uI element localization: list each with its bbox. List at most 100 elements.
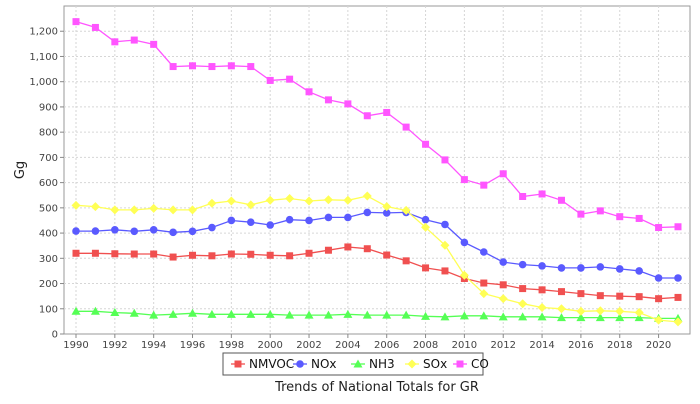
plot-area: [64, 6, 690, 334]
data-point-nox: [480, 248, 488, 256]
data-point-nox: [130, 228, 138, 236]
y-tick-label: 1,000: [29, 77, 58, 88]
data-point-nox-legend: [296, 360, 304, 368]
legend-label: SOx: [423, 357, 447, 371]
data-point-nox: [674, 274, 682, 282]
data-point-co: [403, 124, 410, 131]
x-tick-label: 1998: [219, 340, 244, 351]
data-point-nmvoc: [286, 252, 293, 259]
x-tick-label: 2004: [335, 340, 360, 351]
data-point-co: [247, 63, 254, 70]
data-point-nmvoc: [325, 247, 332, 254]
legend: NMVOC NOx NH3 SOx CO: [223, 353, 489, 375]
x-tick-label: 1992: [102, 340, 127, 351]
data-point-nmvoc: [111, 250, 118, 257]
data-point-nox: [558, 264, 566, 272]
data-point-nmvoc: [480, 280, 487, 287]
data-point-nox: [72, 227, 80, 235]
data-point-nox: [441, 221, 449, 229]
data-point-nox: [597, 263, 605, 271]
data-point-co: [461, 176, 468, 183]
x-tick-label: 1994: [141, 340, 166, 351]
x-tick-label: 2012: [490, 340, 515, 351]
data-point-nox: [189, 228, 197, 236]
data-point-nox: [92, 227, 100, 235]
data-point-co: [616, 213, 623, 220]
y-tick-label: 300: [39, 254, 58, 265]
data-point-co: [675, 223, 682, 230]
line-chart: 01002003004005006007008009001,0001,1001,…: [0, 0, 700, 400]
data-point-nmvoc: [170, 254, 177, 261]
data-point-nox: [208, 224, 216, 232]
y-tick-label: 600: [39, 178, 58, 189]
data-point-nox: [519, 261, 527, 269]
y-axis-title: Gg: [13, 161, 28, 179]
x-tick-label: 2018: [607, 340, 632, 351]
data-point-nox: [635, 267, 643, 275]
data-point-co: [170, 63, 177, 70]
data-point-co: [267, 77, 274, 84]
legend-label: NH3: [369, 357, 395, 371]
data-point-nmvoc: [441, 267, 448, 274]
y-tick-label: 500: [39, 203, 58, 214]
data-point-co: [92, 24, 99, 31]
data-point-co: [306, 88, 313, 95]
data-point-nox: [344, 214, 352, 222]
data-point-co: [500, 170, 507, 177]
data-point-nox: [538, 262, 546, 270]
legend-label: NOx: [311, 357, 337, 371]
data-point-co: [131, 37, 138, 44]
x-axis-title: Trends of National Totals for GR: [274, 380, 479, 395]
data-point-co: [519, 193, 526, 200]
data-point-co: [111, 38, 118, 45]
y-tick-label: 900: [39, 102, 58, 113]
data-point-co: [150, 41, 157, 48]
x-tick-label: 1990: [63, 340, 88, 351]
data-point-nox: [228, 217, 236, 225]
data-point-co: [208, 63, 215, 70]
data-point-nox: [150, 226, 158, 234]
x-tick-label: 2002: [296, 340, 321, 351]
x-tick-label: 2006: [374, 340, 399, 351]
data-point-nmvoc: [131, 251, 138, 258]
data-point-co: [325, 96, 332, 103]
data-point-nmvoc: [403, 257, 410, 264]
x-tick-label: 2014: [529, 340, 554, 351]
data-point-nox: [499, 258, 507, 266]
x-tick-label: 2000: [257, 340, 282, 351]
data-point-nmvoc: [306, 250, 313, 257]
data-point-nmvoc: [500, 281, 507, 288]
data-point-nox: [577, 264, 585, 272]
x-tick-label: 1996: [180, 340, 205, 351]
y-tick-label: 0: [52, 330, 58, 341]
x-tick-label: 2020: [646, 340, 671, 351]
data-point-nmvoc: [539, 286, 546, 293]
data-point-nox: [247, 218, 255, 226]
data-point-nmvoc: [189, 252, 196, 259]
data-point-co: [539, 190, 546, 197]
data-point-nmvoc: [364, 245, 371, 252]
y-tick-label: 700: [39, 153, 58, 164]
legend-label: CO: [471, 357, 489, 371]
data-point-co: [655, 224, 662, 231]
data-point-co: [73, 18, 80, 25]
data-point-nox: [305, 217, 313, 225]
x-tick-label: 2008: [413, 340, 438, 351]
data-point-co: [441, 156, 448, 163]
data-point-co: [228, 62, 235, 69]
x-tick-label: 2010: [452, 340, 477, 351]
data-point-co: [344, 100, 351, 107]
data-point-nmvoc: [655, 295, 662, 302]
data-point-nox: [111, 226, 119, 234]
x-tick-label: 2016: [568, 340, 593, 351]
data-point-co: [422, 141, 429, 148]
data-point-co: [383, 109, 390, 116]
legend-label: NMVOC: [249, 357, 294, 371]
data-point-co: [480, 182, 487, 189]
data-point-nmvoc: [150, 251, 157, 258]
y-tick-label: 400: [39, 229, 58, 240]
data-point-co: [189, 62, 196, 69]
data-point-co: [636, 215, 643, 222]
data-point-co: [364, 112, 371, 119]
data-point-nox: [655, 274, 663, 282]
